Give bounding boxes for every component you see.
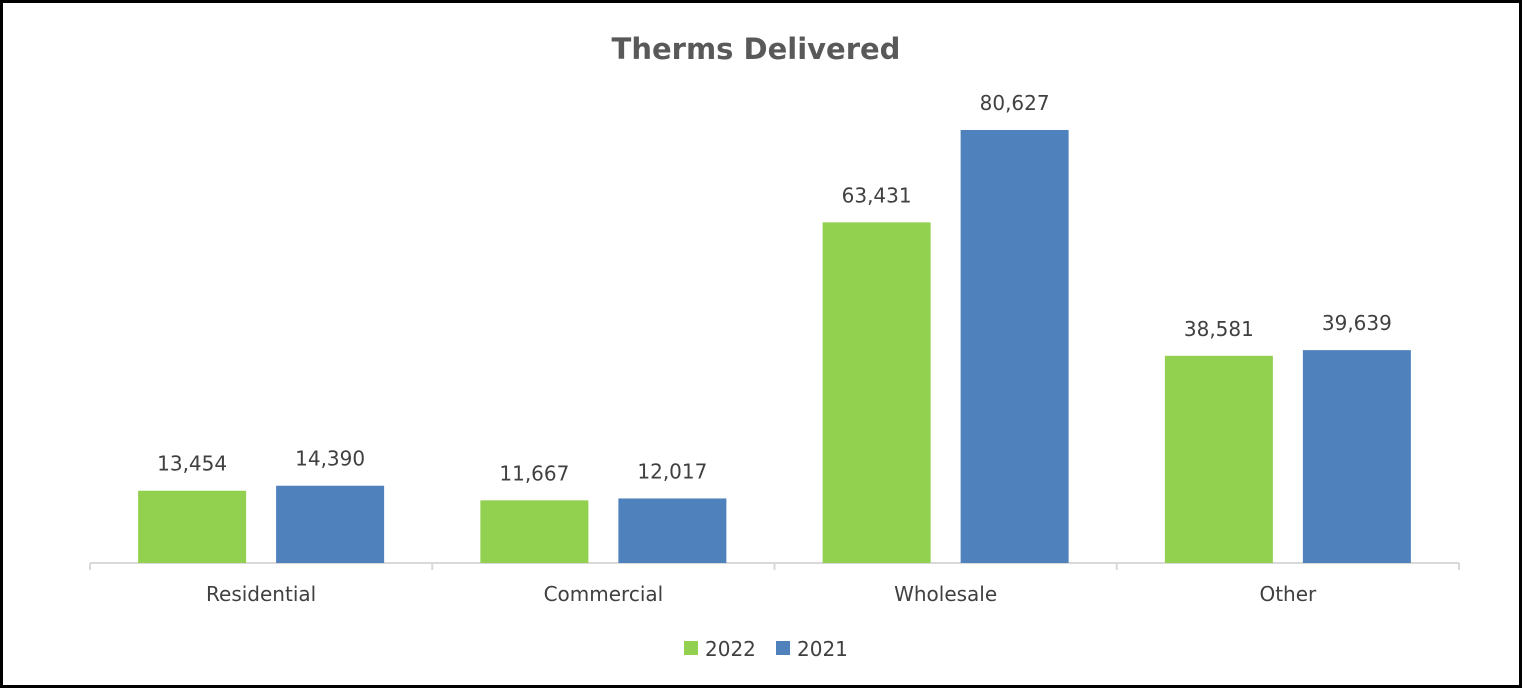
category-labels: Residential Commercial Wholesale Other [206, 582, 1317, 606]
legend: 2022 2021 [684, 637, 848, 661]
data-label: 80,627 [980, 91, 1050, 115]
legend-swatch [684, 641, 698, 655]
bar-2022-wholesale [822, 222, 931, 564]
bar-2022-residential [138, 490, 247, 563]
bar-2021-commercial [618, 498, 727, 563]
legend-swatch [776, 641, 790, 655]
x-axis [89, 562, 1460, 570]
data-label: 11,667 [499, 461, 569, 485]
bar-2022-other [1164, 355, 1273, 563]
data-label: 12,017 [637, 459, 707, 483]
bar-2021-residential [276, 485, 385, 563]
bar-2021-wholesale [960, 130, 1069, 563]
bars [138, 130, 1411, 564]
category-label: Commercial [544, 582, 664, 606]
category-label: Residential [206, 582, 316, 606]
chart-title: Therms Delivered [612, 32, 901, 66]
category-label: Wholesale [894, 582, 997, 606]
chart-canvas: Therms Delivered 13,454 14,390 11,667 12,01… [89, 32, 1460, 661]
data-label: 39,639 [1322, 311, 1392, 335]
data-labels: 13,454 14,390 11,667 12,017 63,431 80,627 38,5… [157, 91, 1392, 485]
data-label: 13,454 [157, 452, 227, 476]
legend-label: 2022 [705, 637, 756, 661]
legend-label: 2021 [797, 637, 848, 661]
data-label: 38,581 [1184, 317, 1254, 341]
bar-2022-commercial [480, 500, 589, 563]
data-label: 63,431 [842, 183, 912, 207]
category-label: Other [1259, 582, 1317, 606]
bar-2021-other [1302, 350, 1411, 563]
data-label: 14,390 [295, 447, 365, 471]
